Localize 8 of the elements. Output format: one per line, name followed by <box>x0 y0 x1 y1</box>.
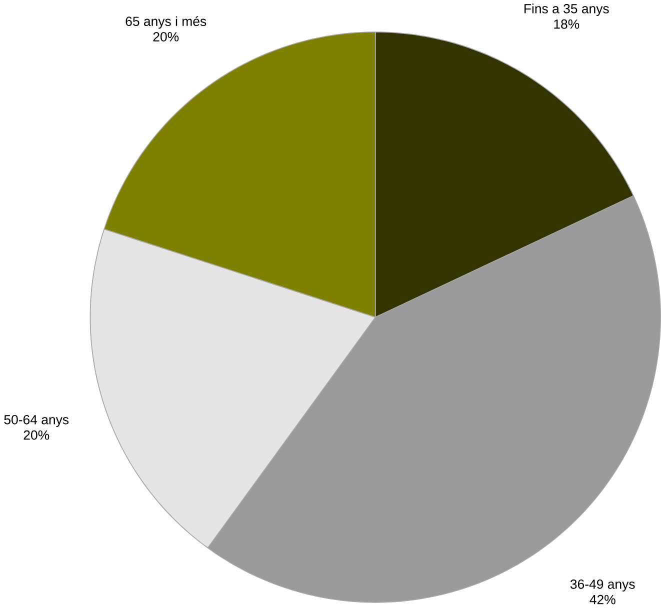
slice-label: 50-64 anys <box>4 415 69 427</box>
data-label: 18% <box>554 19 580 29</box>
data-label: 20% <box>24 430 50 440</box>
data-label: 20% <box>153 32 179 42</box>
slice-label: 65 anys i més <box>126 16 206 29</box>
slice-label: 36-49 anys <box>570 580 635 592</box>
data-label: 42% <box>590 594 616 604</box>
slice-label: Fins a 35 anys <box>524 4 609 16</box>
